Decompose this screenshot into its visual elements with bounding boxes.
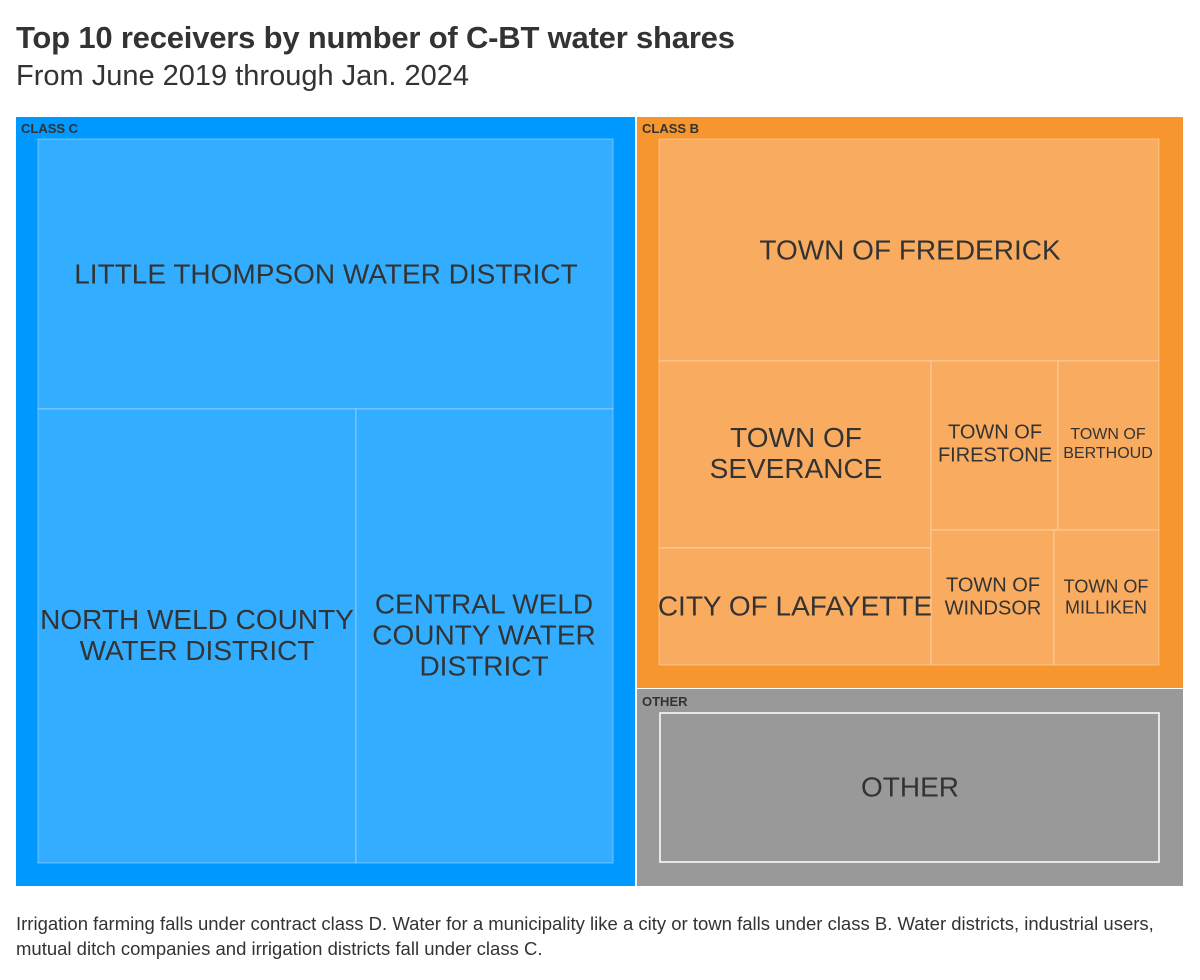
tile-town-of-berthoud[interactable] — [1057, 360, 1160, 531]
group-label-class-c: CLASS C — [21, 121, 79, 136]
tile-central-weld-county-water-district[interactable] — [355, 408, 614, 864]
tile-label-north-weld-county-water-district-line-2: WATER DISTRICT — [80, 635, 315, 666]
tile-label-town-of-firestone-line-1: TOWN OF — [948, 422, 1042, 444]
tile-other[interactable] — [659, 712, 1160, 863]
tile-label-central-weld-county-water-district-line-3: DISTRICT — [419, 651, 548, 682]
tile-label-north-weld-county-water-district-line-1: NORTH WELD COUNTY — [40, 604, 354, 635]
tile-label-town-of-berthoud-line-1: TOWN OF — [1070, 426, 1145, 443]
tile-label-town-of-berthoud-line-2: BERTHOUD — [1063, 445, 1153, 462]
chart-title: Top 10 receivers by number of C-BT water… — [16, 20, 735, 55]
tile-city-of-lafayette[interactable] — [658, 547, 932, 666]
group-other: OTHER OTHER — [637, 689, 1183, 886]
tile-label-town-of-milliken-line-2: MILLIKEN — [1065, 598, 1147, 618]
tile-label-town-of-milliken-line-1: TOWN OF — [1064, 577, 1149, 597]
group-label-other: OTHER — [642, 694, 688, 709]
chart-subtitle: From June 2019 through Jan. 2024 — [16, 60, 470, 92]
tile-label-town-of-windsor-line-1: TOWN OF — [946, 575, 1040, 597]
tile-label-other: OTHER — [861, 772, 959, 803]
tile-label-town-of-windsor-line-2: WINDSOR — [945, 598, 1042, 620]
tile-label-city-of-lafayette: CITY OF LAFAYETTE — [658, 591, 932, 622]
tile-town-of-frederick[interactable] — [658, 138, 1160, 362]
footnote: Irrigation farming falls under contract … — [16, 913, 1154, 959]
tile-label-town-of-severance-line-1: TOWN OF — [730, 422, 862, 453]
tile-town-of-windsor[interactable] — [930, 529, 1055, 666]
tile-little-thompson-water-district[interactable] — [37, 138, 614, 410]
tile-label-town-of-frederick: TOWN OF FREDERICK — [759, 235, 1061, 266]
tile-town-of-milliken[interactable] — [1053, 529, 1160, 666]
tile-label-town-of-severance-line-2: SEVERANCE — [710, 453, 883, 484]
tile-label-central-weld-county-water-district-line-2: COUNTY WATER — [372, 620, 595, 651]
treemap-chart: LITTLE THOMPSON WATER DISTRICT NORTH WELD… — [16, 117, 1183, 886]
tile-label-town-of-firestone-line-2: FIRESTONE — [938, 445, 1052, 467]
tile-town-of-severance[interactable] — [658, 360, 932, 549]
group-class-c: LITTLE THOMPSON WATER DISTRICT NORTH WELD… — [16, 117, 635, 886]
tile-label-little-thompson-water-district: LITTLE THOMPSON WATER DISTRICT — [74, 259, 578, 290]
group-label-class-b: CLASS B — [642, 121, 699, 136]
tile-north-weld-county-water-district[interactable] — [37, 408, 357, 864]
tile-label-central-weld-county-water-district-line-1: CENTRAL WELD — [375, 589, 593, 620]
